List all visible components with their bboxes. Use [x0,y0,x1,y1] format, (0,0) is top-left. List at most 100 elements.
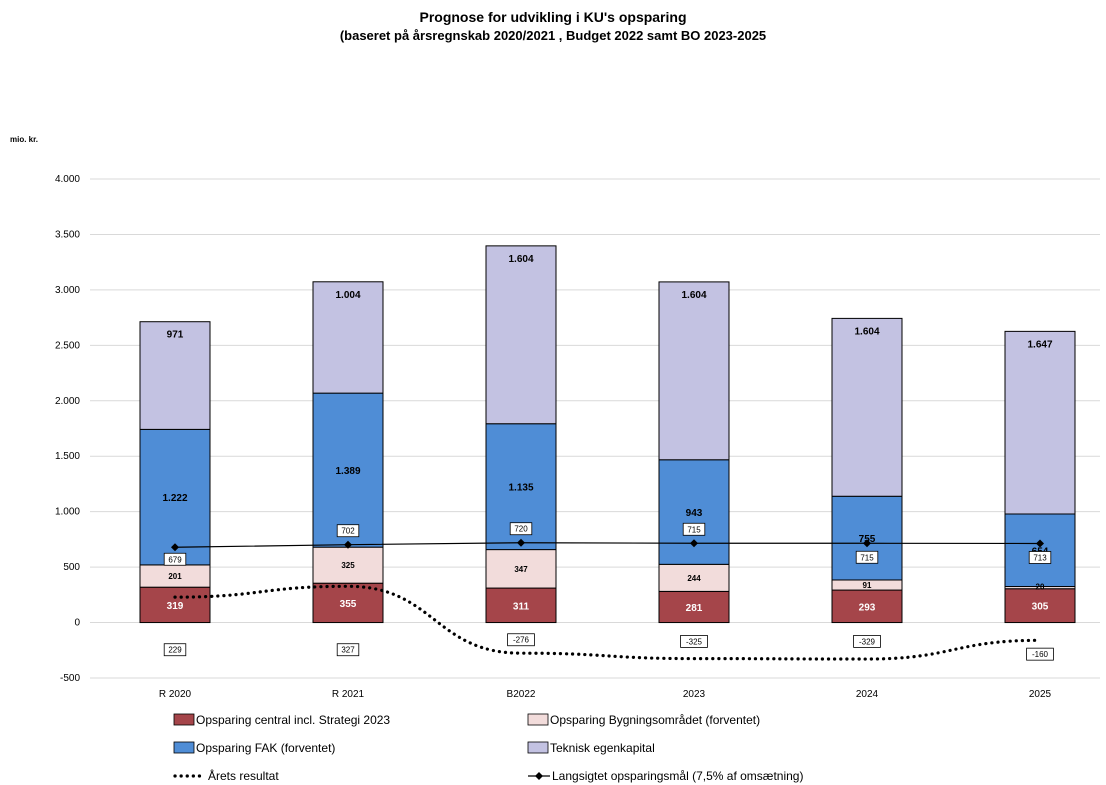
line-label: 679 [168,555,182,564]
diamond-marker [690,539,698,548]
legend-label: Årets resultat [208,768,279,783]
bar-segment-label: 1.604 [854,326,879,337]
bar-segment-labels: 319 201 1.222 971 355 325 1.389 1.004 311 347 1.13… [162,254,1052,614]
bar-segment-label: 1.604 [508,254,533,265]
y-tick-label: 0 [74,618,80,629]
bar-segment-label: 311 [513,601,530,612]
line-label: 715 [860,553,874,562]
bar-segment [1004,330,1076,515]
line-label-box [853,635,881,648]
chart-subtitle: (baseret på årsregnskab 2020/2021 , Budg… [340,28,766,43]
bar-segment-label: 20 [1036,583,1045,592]
bar-segment [312,582,384,624]
line-label-box [1026,647,1054,661]
legend-item: Langsigtet opsparingsmål (7,5% af omsætn… [528,769,803,783]
bar-segment [658,563,730,592]
chart-title: Prognose for udvikling i KU's opsparing [419,9,686,25]
line-label: -276 [513,636,530,645]
y-axis-unit-label: mio. kr. [10,135,38,144]
bar-segment-label: 971 [167,330,184,341]
line-label-box [682,522,706,536]
bar-segment [831,589,903,624]
bar-segment-label: 347 [514,565,528,574]
line-opsparingsmaal [174,542,1041,548]
bar-segment-label: 1.004 [335,290,360,301]
bar-segment-label: 293 [859,602,876,613]
line-label: 702 [341,527,355,536]
bar-segment [485,549,557,589]
bar-segment [1004,513,1076,588]
bar-segment-label: 281 [686,603,703,614]
bar-segment-label: 1.222 [162,493,187,504]
bar-segment-label: 244 [687,574,701,583]
y-tick-label: -500 [60,673,80,684]
legend-label: Opsparing FAK (forventet) [196,741,335,755]
line-label-box [163,552,187,566]
line-label-box [1028,551,1052,564]
bar-segment-label: 325 [341,561,355,570]
bar-segment [139,321,211,430]
legend-label: Langsigtet opsparingsmål (7,5% af omsætn… [552,769,803,783]
bar-segment [831,495,903,581]
bar-segment [658,281,730,461]
line-label-box [680,635,708,648]
line-label: 715 [687,525,701,534]
x-tick-label: 2024 [856,689,879,700]
y-tick-label: 3.000 [55,285,80,296]
bar-segment [139,428,211,566]
legend-label: Opsparing Bygningsområdet (forventet) [550,713,760,727]
legend-item: Opsparing Bygningsområdet (forventet) [527,713,760,727]
y-tick-label: 2.000 [55,396,80,407]
diamond-marker [1036,539,1044,548]
diamond-marker [344,540,352,549]
x-tick-label: 2023 [683,689,706,700]
bar-segment [312,546,384,584]
legend-item: Opsparing FAK (forventet) [173,741,335,755]
y-tick-label: 500 [63,562,80,573]
diamond-marker [171,543,179,552]
bar-segment [831,317,903,497]
legend-item: Opsparing central incl. Strategi 2023 [173,713,390,727]
grid [90,178,1100,679]
bar-segment-label: 91 [863,581,872,590]
legend-label: Teknisk egenkapital [550,741,655,755]
line-labels: 229 327 -276 -325 -329 -160 679 702 720 715 715 713 [163,522,1054,661]
y-tick-label: 3.500 [55,229,80,240]
legend-item: Teknisk egenkapital [527,741,655,755]
legend-diamond [535,772,543,780]
line-label-box [509,522,533,536]
legend-swatch [173,713,195,726]
y-tick-label: 1.000 [55,507,80,518]
bar-segment-label: 355 [340,599,357,610]
line-label-box [855,550,879,564]
legend-swatch [527,741,549,754]
diamond-marker [517,538,525,547]
bar-segment-label: 1.604 [681,290,706,301]
bar-segment-label: 1.135 [508,483,533,494]
line-label: 720 [514,525,528,534]
bar-segment-label: 1.647 [1027,339,1052,350]
bar-segment-label: 1.389 [335,466,360,477]
bar-segment [485,587,557,624]
line-label: 327 [341,646,355,655]
line-label: -325 [686,637,703,646]
bar-segment-label: 305 [1032,602,1049,613]
diamond-marker [863,539,871,548]
x-tick-label: 2025 [1029,689,1052,700]
line-label-box [507,633,535,647]
bar-segment [485,245,557,425]
bar-segment-label: 201 [168,572,182,581]
x-axis-categories: R 2020 R 2021 B2022 2023 2024 2025 [159,689,1052,700]
y-tick-label: 4.000 [55,174,80,185]
x-tick-label: R 2021 [332,689,365,700]
x-tick-label: B2022 [507,689,536,700]
line-label: -160 [1032,650,1049,659]
legend-swatch [173,741,195,754]
lines [171,538,1044,661]
legend-swatch [527,713,549,726]
bar-segment-label: 319 [167,601,184,612]
legend-item: Årets resultat [173,768,279,783]
line-label: -329 [859,637,876,646]
y-tick-label: 1.500 [55,451,80,462]
